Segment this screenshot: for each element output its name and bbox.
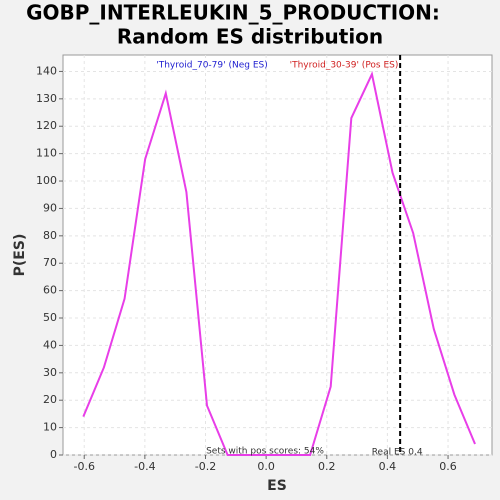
y-tick-label: 70 [43, 256, 57, 269]
es-line [82, 71, 476, 456]
y-tick-label: 40 [43, 338, 57, 351]
chart-title: Random ES distribution [117, 25, 383, 49]
chart-title: GOBP_INTERLEUKIN_5_PRODUCTION: [26, 1, 440, 25]
legend-entry: 'Thyroid_70-79' (Neg ES) [156, 61, 267, 71]
y-tick-label: 120 [36, 119, 57, 132]
y-tick-label: 140 [36, 64, 57, 77]
y-tick-label: 20 [43, 393, 57, 406]
y-tick-label: 100 [36, 174, 57, 187]
y-tick-label: 130 [36, 92, 57, 105]
legend-entry: 'Thyroid_30-39' (Pos ES) [290, 61, 399, 71]
y-tick-label: 30 [43, 366, 57, 379]
y-tick-label: 110 [36, 147, 57, 160]
annotation: Sets with pos scores: 54% [206, 447, 324, 457]
x-tick-label: -0.2 [195, 460, 216, 473]
y-tick-label: 50 [43, 311, 57, 324]
x-tick-label: -0.4 [134, 460, 155, 473]
y-tick-label: 10 [43, 421, 57, 434]
real-es-label: Real ES 0.4 [372, 448, 423, 458]
plot-area [62, 54, 493, 456]
y-tick-label: 90 [43, 201, 57, 214]
x-tick-label: 0.2 [318, 460, 336, 473]
y-tick-label: 0 [50, 448, 57, 461]
y-tick-label: 60 [43, 284, 57, 297]
x-tick-label: 0.4 [379, 460, 397, 473]
x-tick-label: 0.0 [257, 460, 275, 473]
y-tick-label: 80 [43, 229, 57, 242]
x-axis-label: ES [267, 478, 287, 494]
x-tick-label: -0.6 [73, 460, 94, 473]
y-axis-label: P(ES) [12, 234, 28, 277]
x-tick-label: 0.6 [439, 460, 457, 473]
